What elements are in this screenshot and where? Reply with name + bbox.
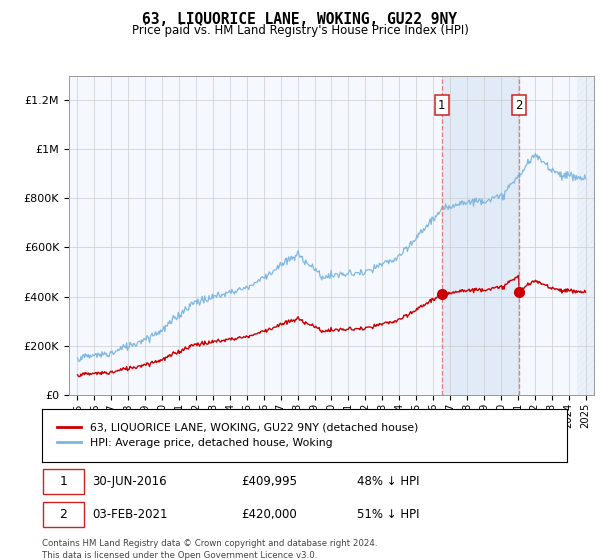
Text: 1: 1 <box>59 475 67 488</box>
Text: 1: 1 <box>438 99 445 111</box>
Text: 2: 2 <box>59 508 67 521</box>
Text: Contains HM Land Registry data © Crown copyright and database right 2024.
This d: Contains HM Land Registry data © Crown c… <box>42 539 377 559</box>
Text: 30-JUN-2016: 30-JUN-2016 <box>92 475 167 488</box>
Legend: 63, LIQUORICE LANE, WOKING, GU22 9NY (detached house), HPI: Average price, detac: 63, LIQUORICE LANE, WOKING, GU22 9NY (de… <box>53 418 422 452</box>
FancyBboxPatch shape <box>43 469 84 494</box>
Text: Price paid vs. HM Land Registry's House Price Index (HPI): Price paid vs. HM Land Registry's House … <box>131 24 469 36</box>
Bar <box>577 76 599 395</box>
Text: £409,995: £409,995 <box>241 475 298 488</box>
Text: 2: 2 <box>515 99 523 111</box>
Text: 48% ↓ HPI: 48% ↓ HPI <box>357 475 419 488</box>
FancyBboxPatch shape <box>43 502 84 527</box>
Text: £420,000: £420,000 <box>241 508 297 521</box>
Text: 51% ↓ HPI: 51% ↓ HPI <box>357 508 419 521</box>
Text: 03-FEB-2021: 03-FEB-2021 <box>92 508 167 521</box>
Text: 63, LIQUORICE LANE, WOKING, GU22 9NY: 63, LIQUORICE LANE, WOKING, GU22 9NY <box>143 12 458 27</box>
Bar <box>442 76 519 395</box>
